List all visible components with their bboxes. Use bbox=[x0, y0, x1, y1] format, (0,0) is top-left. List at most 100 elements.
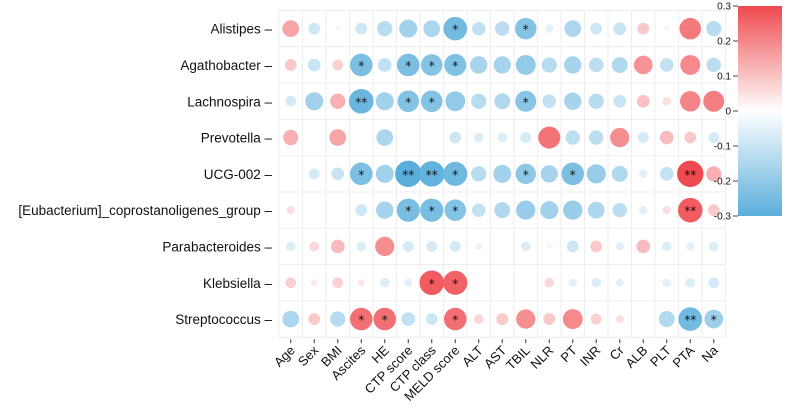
correlation-dot bbox=[355, 204, 368, 217]
correlation-dot bbox=[471, 21, 486, 36]
correlation-dot bbox=[331, 167, 345, 181]
correlation-dot bbox=[541, 57, 557, 73]
grid-cell bbox=[302, 118, 327, 157]
correlation-dot bbox=[377, 21, 393, 37]
correlation-dot bbox=[284, 59, 297, 71]
correlation-dot bbox=[637, 132, 649, 143]
grid-cell bbox=[349, 118, 374, 157]
significance-mark: ** bbox=[355, 95, 367, 109]
correlation-dot bbox=[282, 20, 300, 37]
correlation-dot bbox=[420, 90, 443, 113]
significance-marks: * ** * * *** * * ** ** ** * * * *** * * *** ** * * ** * bbox=[355, 23, 717, 327]
row-label: Agathobacter – bbox=[180, 58, 272, 73]
significance-mark: * bbox=[452, 23, 458, 37]
column-label: PLT bbox=[647, 343, 674, 370]
correlation-dot bbox=[677, 160, 704, 188]
grid-cell bbox=[490, 264, 515, 302]
correlation-dot bbox=[708, 132, 720, 143]
legend-tick-label: -0.3 bbox=[714, 212, 732, 223]
correlation-dot bbox=[329, 129, 347, 146]
correlation-dot bbox=[707, 204, 720, 217]
correlation-dot bbox=[285, 95, 297, 107]
correlation-dot bbox=[282, 310, 300, 328]
column-label: PT bbox=[558, 343, 580, 365]
correlation-dot bbox=[348, 88, 374, 114]
significance-mark: * bbox=[452, 59, 458, 73]
column-label: AST bbox=[481, 343, 510, 372]
correlation-dot bbox=[444, 199, 467, 221]
correlation-dot bbox=[473, 314, 484, 324]
row-labels: Alistipes – Agathobacter – Lachnospira – Pr… bbox=[18, 22, 272, 327]
correlation-dot bbox=[520, 132, 532, 143]
correlation-dot bbox=[444, 53, 467, 76]
grid-cell bbox=[325, 191, 350, 229]
significance-mark: ** bbox=[684, 204, 696, 218]
column-label: PTA bbox=[670, 342, 698, 370]
correlation-dot bbox=[493, 56, 511, 74]
correlation-dot bbox=[375, 236, 395, 257]
grid-cell bbox=[466, 264, 491, 302]
significance-mark: * bbox=[429, 277, 435, 291]
correlation-dot bbox=[565, 130, 580, 145]
significance-mark: ** bbox=[426, 168, 438, 182]
correlation-dot bbox=[285, 277, 297, 289]
correlation-dot bbox=[680, 91, 701, 112]
correlation-dot bbox=[445, 91, 466, 112]
correlation-dot bbox=[587, 201, 605, 219]
correlation-dot bbox=[662, 205, 671, 215]
legend-tick-label: -0.1 bbox=[714, 142, 732, 153]
correlation-dot bbox=[516, 309, 536, 329]
significance-mark: * bbox=[405, 59, 411, 73]
correlation-dot bbox=[661, 241, 672, 252]
correlation-dot bbox=[589, 57, 604, 73]
correlation-dot bbox=[419, 161, 445, 187]
correlation-dot bbox=[397, 90, 420, 113]
correlation-dot bbox=[399, 19, 418, 38]
correlation-dot bbox=[615, 278, 624, 287]
correlation-dot bbox=[373, 307, 397, 331]
correlation-dot bbox=[286, 205, 295, 215]
correlation-dot bbox=[376, 129, 394, 146]
correlation-dot bbox=[310, 279, 318, 287]
correlation-dot bbox=[475, 243, 483, 250]
correlation-dot bbox=[659, 58, 674, 72]
correlation-dot bbox=[285, 241, 296, 252]
significance-mark: * bbox=[429, 95, 435, 109]
correlation-dot bbox=[419, 270, 445, 296]
correlation-dot bbox=[330, 239, 345, 254]
correlation-dot bbox=[544, 277, 555, 288]
column-label: Sex bbox=[295, 342, 322, 369]
correlation-dot bbox=[677, 197, 703, 223]
correlation-dot bbox=[568, 278, 577, 287]
correlation-dot bbox=[423, 20, 441, 37]
correlation-dot bbox=[685, 277, 696, 288]
correlation-dot bbox=[493, 164, 512, 183]
column-label: Age bbox=[271, 343, 298, 370]
correlation-dot bbox=[590, 22, 603, 35]
correlation-dot bbox=[402, 241, 414, 252]
correlation-dot bbox=[615, 314, 624, 324]
correlation-dot bbox=[636, 94, 650, 108]
correlation-dot bbox=[471, 203, 486, 217]
significance-mark: * bbox=[452, 204, 458, 218]
correlation-dot bbox=[395, 160, 422, 188]
correlation-dot bbox=[516, 200, 536, 220]
correlation-dot bbox=[543, 313, 556, 325]
correlation-dot bbox=[425, 313, 438, 325]
correlation-dot bbox=[589, 130, 604, 145]
correlation-dot bbox=[443, 270, 468, 295]
correlation-dot bbox=[684, 131, 697, 144]
correlation-dot bbox=[679, 17, 702, 40]
legend-tick-label: 0.1 bbox=[717, 72, 731, 83]
significance-mark: * bbox=[382, 313, 388, 327]
correlation-dot bbox=[664, 26, 670, 32]
column-label: Na bbox=[699, 342, 722, 365]
correlation-dot bbox=[561, 162, 585, 186]
correlation-dot bbox=[497, 132, 508, 143]
correlation-dot bbox=[355, 22, 368, 35]
significance-mark: * bbox=[452, 168, 458, 182]
correlation-dot bbox=[404, 278, 413, 287]
column-label: ALT bbox=[459, 343, 486, 370]
correlation-dot bbox=[613, 22, 627, 36]
correlation-dot bbox=[473, 132, 484, 143]
